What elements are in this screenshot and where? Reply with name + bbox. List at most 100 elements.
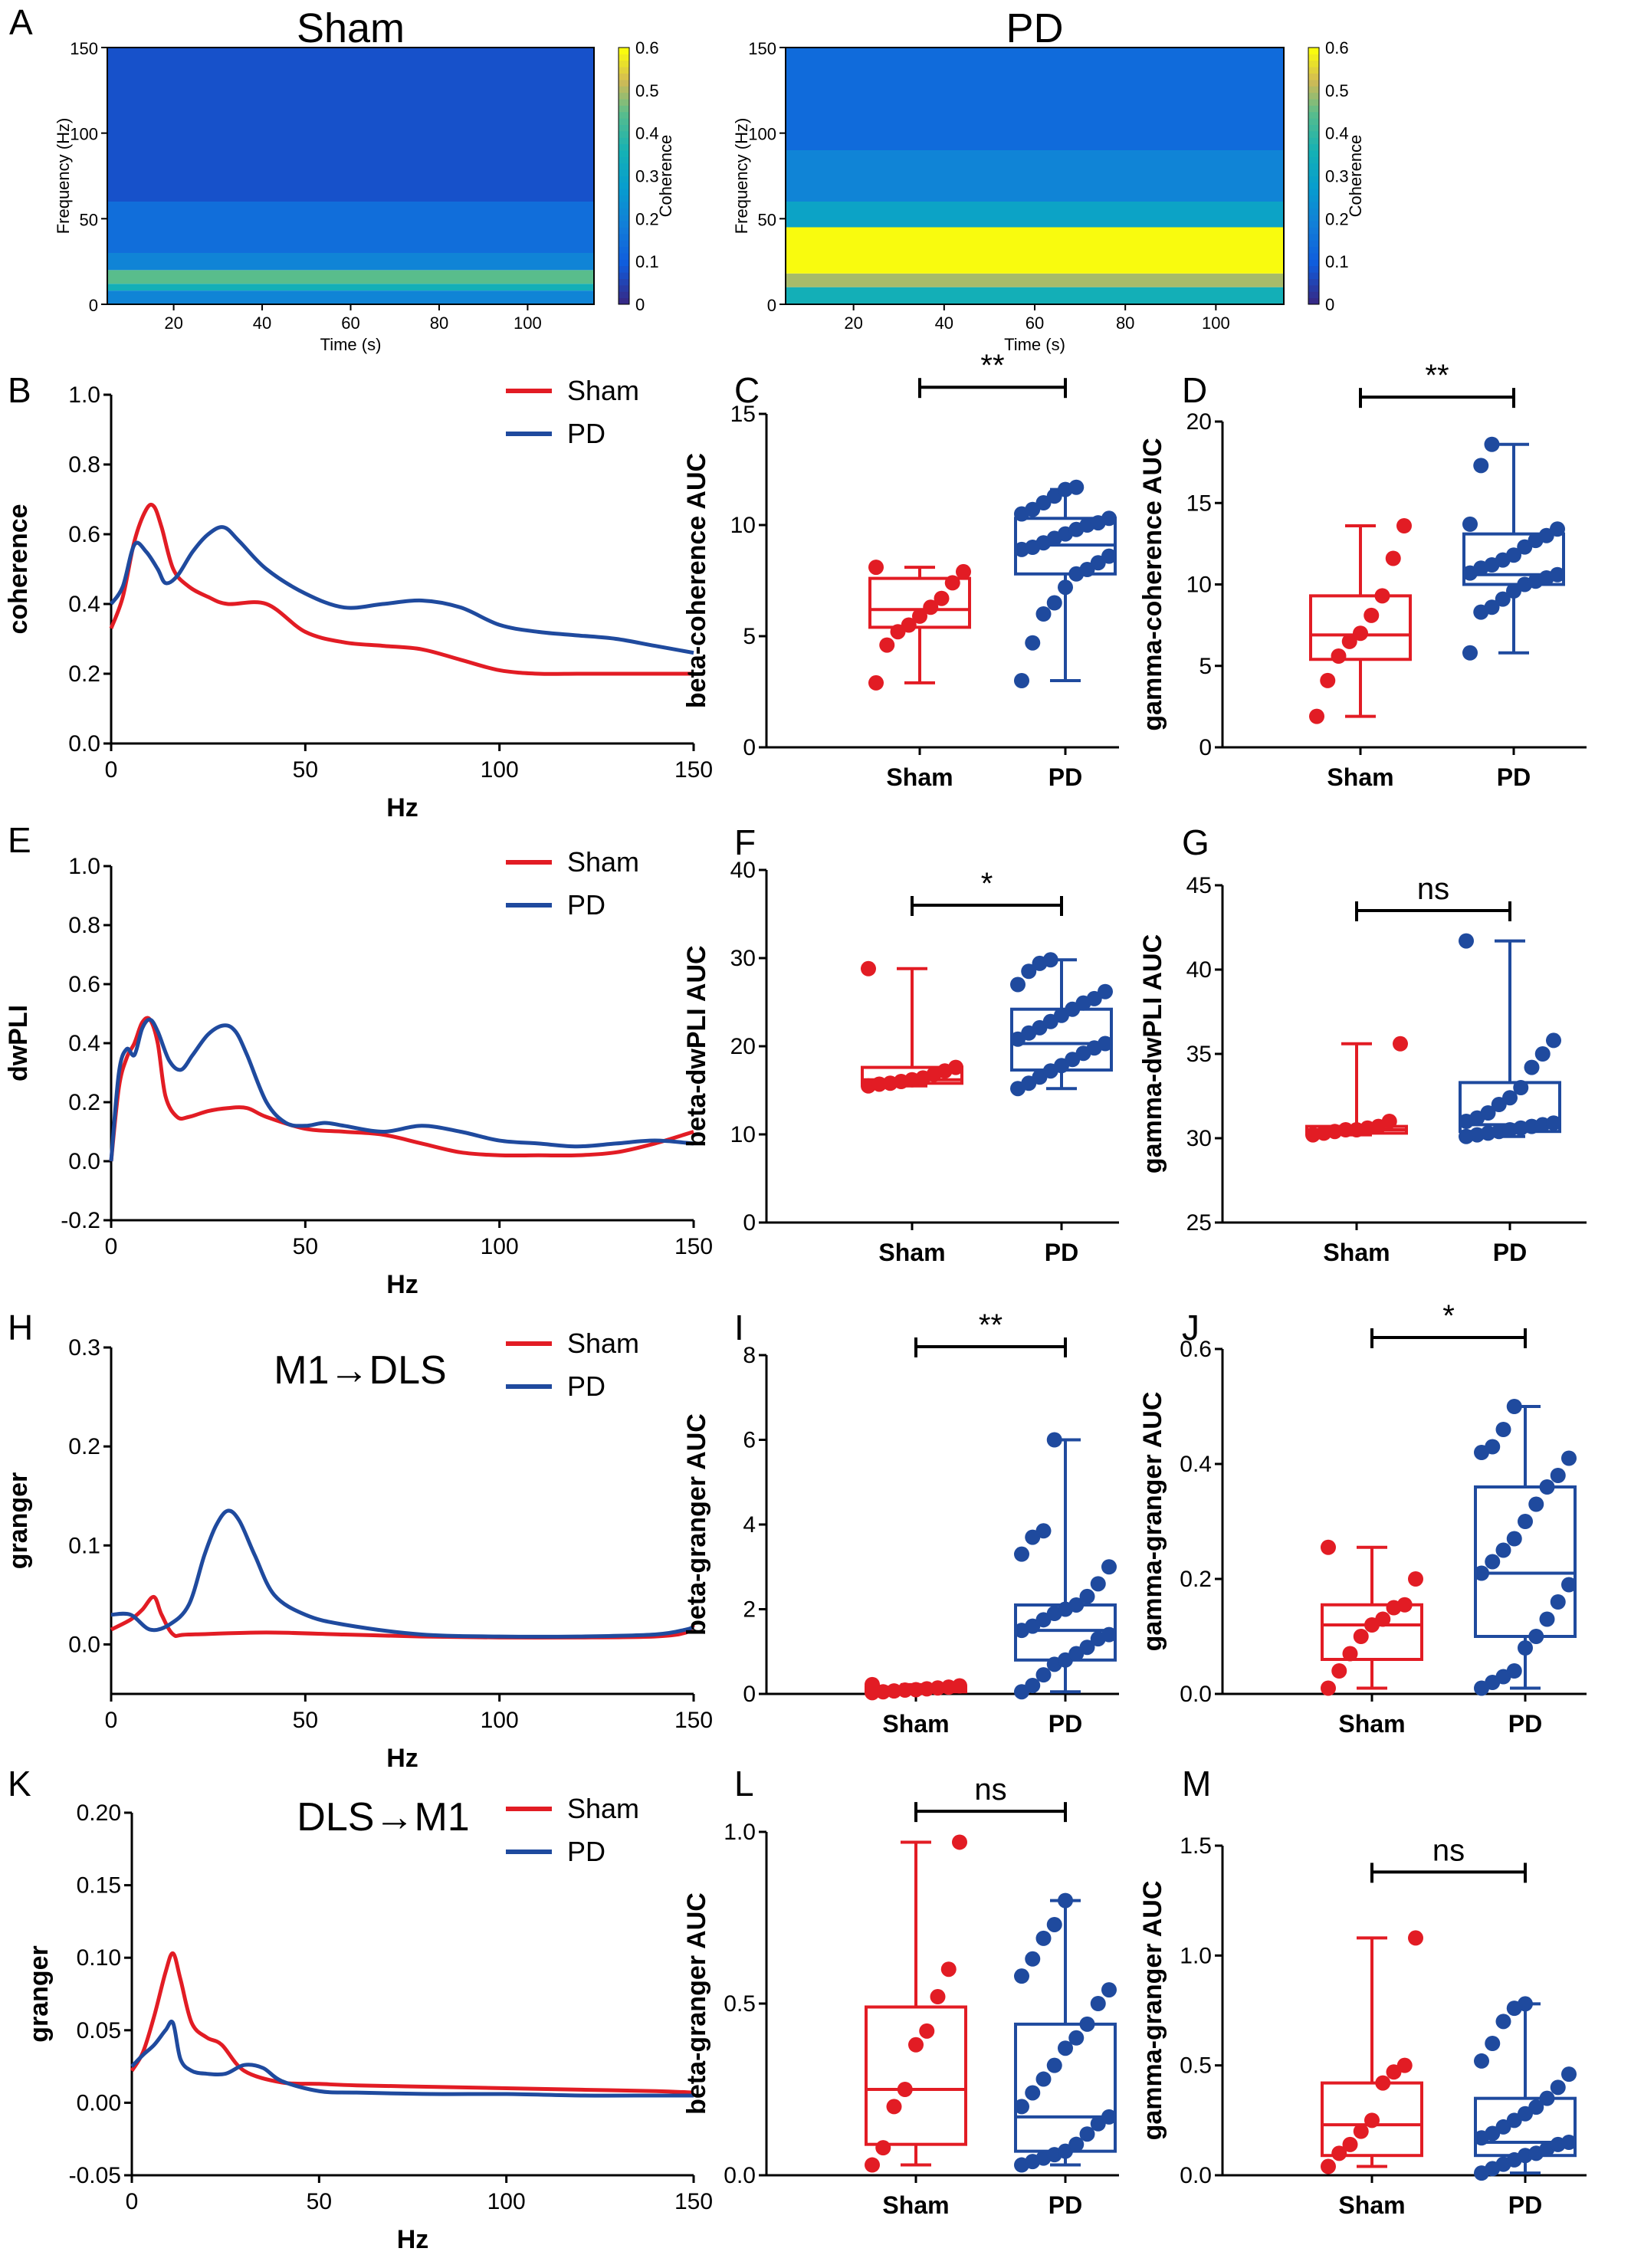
colorbar-segment	[1308, 265, 1319, 273]
significance-label: ns	[1432, 1833, 1465, 1867]
y-axis-label: gamma-granger AUC	[1138, 1392, 1167, 1652]
y-tick-label: 0.6	[68, 972, 100, 997]
significance-label: **	[979, 1308, 1003, 1342]
colorbar-segment	[619, 73, 629, 80]
data-point-sham	[871, 1076, 888, 1092]
colorbar-segment	[619, 195, 629, 202]
data-point-pd	[1561, 1450, 1577, 1466]
chart-title: M1→DLS	[274, 1348, 446, 1393]
colorbar-segment	[1308, 169, 1319, 176]
colorbar-segment	[1308, 79, 1319, 87]
y-tick-label: 0.4	[68, 592, 100, 617]
y-tick-label: 45	[1186, 873, 1212, 898]
category-label-pd: PD	[1508, 2191, 1542, 2219]
colorbar-segment	[1308, 73, 1319, 80]
data-point-pd	[1528, 1496, 1544, 1512]
data-point-sham	[1353, 625, 1368, 642]
data-point-sham	[1374, 588, 1390, 604]
data-point-pd	[1491, 1097, 1507, 1112]
y-tick-label: 100	[748, 125, 776, 144]
panel-label-H: H	[8, 1308, 33, 1347]
box-plot-J: 0.0 0.2 0.4 0.6 gamma-granger AUC Sham PD *	[1138, 1299, 1587, 1738]
series-line-sham	[109, 502, 694, 676]
data-point-sham	[1331, 2145, 1347, 2161]
x-tick-label: 50	[293, 757, 318, 783]
x-tick-label: 0	[105, 757, 118, 783]
legend-label-pd: PD	[567, 1836, 605, 1867]
data-point-sham	[886, 2099, 902, 2115]
colorbar-tick-label: 0.4	[635, 124, 659, 143]
colorbar-segment	[1308, 54, 1319, 61]
colorbar-segment	[619, 208, 629, 215]
x-tick-label: 40	[253, 313, 271, 333]
data-point-pd	[1035, 1930, 1052, 1946]
x-tick-label: 80	[1116, 313, 1134, 333]
data-point-sham	[1353, 1629, 1369, 1644]
colorbar-tick-label: 0.3	[1325, 167, 1349, 186]
data-point-pd	[1098, 1036, 1113, 1052]
y-tick-label: 50	[758, 210, 776, 229]
data-point-pd	[1014, 1546, 1029, 1562]
data-point-pd	[1025, 1677, 1041, 1693]
colorbar-frame	[618, 47, 630, 305]
y-axis-label: coherence	[4, 504, 33, 634]
y-tick-label: 0.2	[1180, 1567, 1212, 1592]
data-point-pd	[1474, 1565, 1489, 1581]
colorbar-segment	[1308, 92, 1319, 100]
colorbar-segment	[619, 246, 629, 254]
x-tick-label: 50	[293, 1234, 318, 1259]
data-point-pd	[1014, 2099, 1029, 2115]
legend-label-sham: Sham	[567, 846, 639, 878]
box-sham	[1321, 1603, 1423, 1661]
significance-label: **	[980, 349, 1004, 382]
colorbar-segment	[619, 182, 629, 189]
data-point-pd	[1495, 1542, 1511, 1558]
data-point-pd	[1550, 1594, 1566, 1610]
colorbar-segment	[1308, 246, 1319, 254]
x-tick-label: 150	[674, 2189, 713, 2214]
panel-label-B: B	[8, 370, 31, 410]
y-tick-label: 0.6	[1180, 1337, 1212, 1362]
y-axis-label: beta-granger AUC	[682, 1892, 711, 2115]
colorbar-frame	[1308, 47, 1320, 305]
data-point-sham	[1341, 633, 1357, 649]
panel-label-C: C	[734, 370, 760, 410]
colorbar-segment	[1308, 118, 1319, 125]
data-point-sham	[930, 1989, 946, 2005]
colorbar-segment	[1308, 176, 1319, 183]
colorbar-segment	[1308, 143, 1319, 151]
colorbar-tick-label: 0.2	[635, 209, 659, 228]
y-tick-label: 5	[743, 624, 756, 649]
y-tick-label: 5	[1199, 654, 1212, 679]
data-point-pd	[1014, 673, 1029, 688]
data-point-pd	[1025, 2085, 1041, 2101]
panel-label-F: F	[734, 822, 756, 862]
y-tick-label: 0.4	[1180, 1452, 1212, 1477]
data-point-pd	[1495, 1422, 1511, 1437]
data-point-pd	[1546, 1115, 1561, 1131]
data-point-pd	[1101, 1626, 1117, 1643]
colorbar-tick-label: 0.1	[1325, 252, 1349, 271]
y-tick-label: 10	[730, 1122, 756, 1147]
category-label-sham: Sham	[882, 2191, 949, 2219]
heatmap-band	[786, 202, 1284, 228]
data-point-pd	[1101, 1982, 1117, 1998]
colorbar-segment	[1308, 48, 1319, 54]
x-axis-label: Hz	[397, 2225, 429, 2254]
data-point-sham	[1375, 2075, 1391, 2091]
x-tick-label: 60	[341, 313, 359, 333]
y-tick-label: 30	[730, 946, 756, 971]
data-point-pd	[1480, 1105, 1496, 1121]
series-line-sham	[109, 1016, 694, 1162]
data-point-sham	[952, 1678, 967, 1694]
colorbar-segment	[619, 278, 629, 286]
y-tick-label: 15	[1186, 491, 1212, 516]
x-tick-label: 20	[164, 313, 182, 333]
y-tick-label: 0.0	[724, 2163, 756, 2188]
data-point-sham	[879, 637, 895, 653]
y-tick-label: 0.0	[1180, 1682, 1212, 1707]
data-point-pd	[1495, 2014, 1511, 2030]
y-tick-label: 0.5	[724, 1991, 756, 2017]
heatmap-band	[786, 287, 1284, 304]
panel-label-K: K	[8, 1764, 31, 1804]
